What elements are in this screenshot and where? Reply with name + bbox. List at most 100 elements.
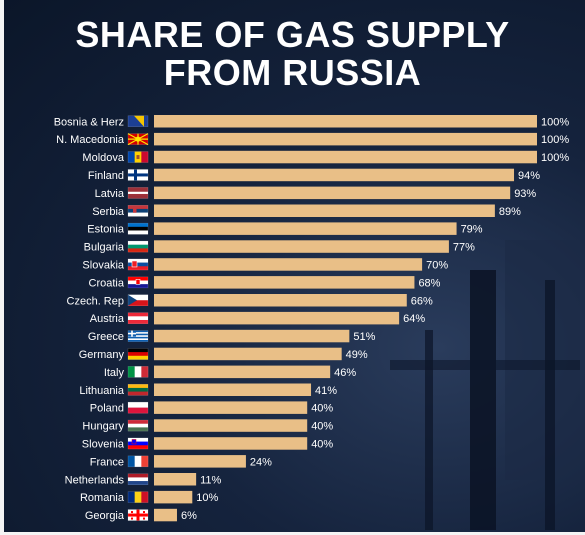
country-label: Netherlands bbox=[65, 474, 125, 486]
value-label: 77% bbox=[453, 242, 475, 254]
bar bbox=[154, 455, 246, 468]
romania-flag-icon bbox=[127, 491, 149, 503]
germany-flag-icon bbox=[127, 348, 149, 360]
bar bbox=[154, 437, 308, 450]
country-label: Romania bbox=[80, 492, 125, 504]
title-line-2: FROM RUSSIA bbox=[163, 52, 422, 93]
slovenia-flag-icon bbox=[127, 437, 149, 450]
bottom-border bbox=[0, 532, 585, 535]
country-label: Germany bbox=[79, 349, 125, 361]
value-label: 100% bbox=[541, 152, 569, 164]
bosnia-flag-icon bbox=[127, 115, 149, 127]
bar bbox=[154, 204, 495, 217]
country-label: Serbia bbox=[92, 206, 125, 218]
value-label: 51% bbox=[353, 331, 375, 343]
austria-flag-icon bbox=[127, 312, 149, 324]
lithuania-flag-icon bbox=[127, 384, 149, 396]
value-label: 100% bbox=[541, 116, 569, 128]
value-label: 68% bbox=[418, 277, 440, 289]
bar bbox=[154, 258, 423, 271]
poland-flag-icon bbox=[127, 401, 149, 414]
country-label: Bulgaria bbox=[84, 242, 125, 254]
value-label: 41% bbox=[315, 385, 337, 397]
value-label: 40% bbox=[311, 421, 333, 433]
bar bbox=[154, 347, 342, 361]
greece-flag-icon bbox=[127, 330, 149, 342]
italy-flag-icon bbox=[127, 366, 149, 378]
country-label: N. Macedonia bbox=[56, 134, 125, 146]
value-label: 46% bbox=[334, 367, 356, 379]
finland-flag-icon bbox=[127, 169, 149, 181]
country-label: Croatia bbox=[89, 277, 125, 289]
france-flag-icon bbox=[127, 455, 149, 468]
hungary-flag-icon bbox=[127, 419, 149, 432]
country-label: Poland bbox=[90, 403, 124, 415]
country-label: Slovenia bbox=[82, 438, 125, 450]
estonia-flag-icon bbox=[127, 222, 149, 235]
bar bbox=[154, 168, 515, 182]
country-label: France bbox=[90, 456, 124, 468]
bar bbox=[154, 508, 177, 522]
bar bbox=[154, 329, 350, 343]
value-label: 24% bbox=[250, 456, 272, 468]
bar bbox=[154, 240, 449, 253]
country-label: Greece bbox=[88, 331, 124, 343]
chart-title: SHARE OF GAS SUPPLY FROM RUSSIA bbox=[0, 16, 585, 92]
value-label: 6% bbox=[181, 510, 197, 522]
czech-flag-icon bbox=[127, 294, 149, 306]
country-label: Bosnia & Herz bbox=[54, 116, 124, 128]
value-label: 64% bbox=[403, 313, 425, 325]
country-label: Austria bbox=[90, 313, 125, 325]
value-label: 10% bbox=[196, 492, 218, 504]
bar bbox=[154, 222, 457, 235]
bar bbox=[154, 311, 400, 325]
croatia-flag-icon bbox=[127, 276, 149, 289]
country-label: Finland bbox=[88, 170, 124, 182]
bar bbox=[154, 150, 537, 164]
country-label: Hungary bbox=[82, 421, 124, 433]
country-label: Slovakia bbox=[82, 259, 124, 271]
bar bbox=[154, 186, 511, 200]
latvia-flag-icon bbox=[127, 187, 149, 199]
bar bbox=[154, 132, 537, 146]
value-label: 100% bbox=[541, 134, 569, 146]
country-label: Czech. Rep bbox=[67, 295, 124, 307]
bulgaria-flag-icon bbox=[127, 240, 149, 253]
bar bbox=[154, 294, 407, 307]
value-label: 40% bbox=[311, 403, 333, 415]
slovakia-flag-icon bbox=[127, 258, 149, 271]
moldova-flag-icon bbox=[127, 151, 149, 163]
value-label: 93% bbox=[514, 188, 536, 200]
bar bbox=[154, 383, 312, 396]
country-label: Georgia bbox=[85, 510, 125, 522]
value-label: 94% bbox=[518, 170, 540, 182]
value-label: 40% bbox=[311, 438, 333, 450]
country-label: Estonia bbox=[87, 224, 125, 236]
title-line-1: SHARE OF GAS SUPPLY bbox=[75, 14, 510, 55]
country-label: Moldova bbox=[82, 152, 124, 164]
georgia-flag-icon bbox=[127, 509, 149, 521]
country-label: Italy bbox=[104, 367, 125, 379]
north-macedonia-flag-icon bbox=[127, 133, 149, 146]
serbia-flag-icon bbox=[127, 205, 149, 217]
bar bbox=[154, 276, 415, 289]
bar bbox=[154, 115, 537, 128]
netherlands-flag-icon bbox=[127, 473, 149, 485]
value-label: 70% bbox=[426, 259, 448, 271]
value-label: 11% bbox=[200, 474, 221, 486]
bar bbox=[154, 473, 197, 486]
country-label: Lithuania bbox=[79, 385, 125, 397]
value-label: 66% bbox=[411, 295, 433, 307]
country-label: Latvia bbox=[95, 188, 125, 200]
bar bbox=[154, 365, 331, 379]
bar bbox=[154, 401, 308, 414]
bar bbox=[154, 490, 193, 504]
background-pier-image bbox=[390, 240, 580, 530]
value-label: 79% bbox=[461, 224, 483, 236]
value-label: 89% bbox=[499, 206, 521, 218]
left-border bbox=[0, 0, 4, 535]
value-label: 49% bbox=[346, 349, 368, 361]
bar bbox=[154, 419, 308, 432]
